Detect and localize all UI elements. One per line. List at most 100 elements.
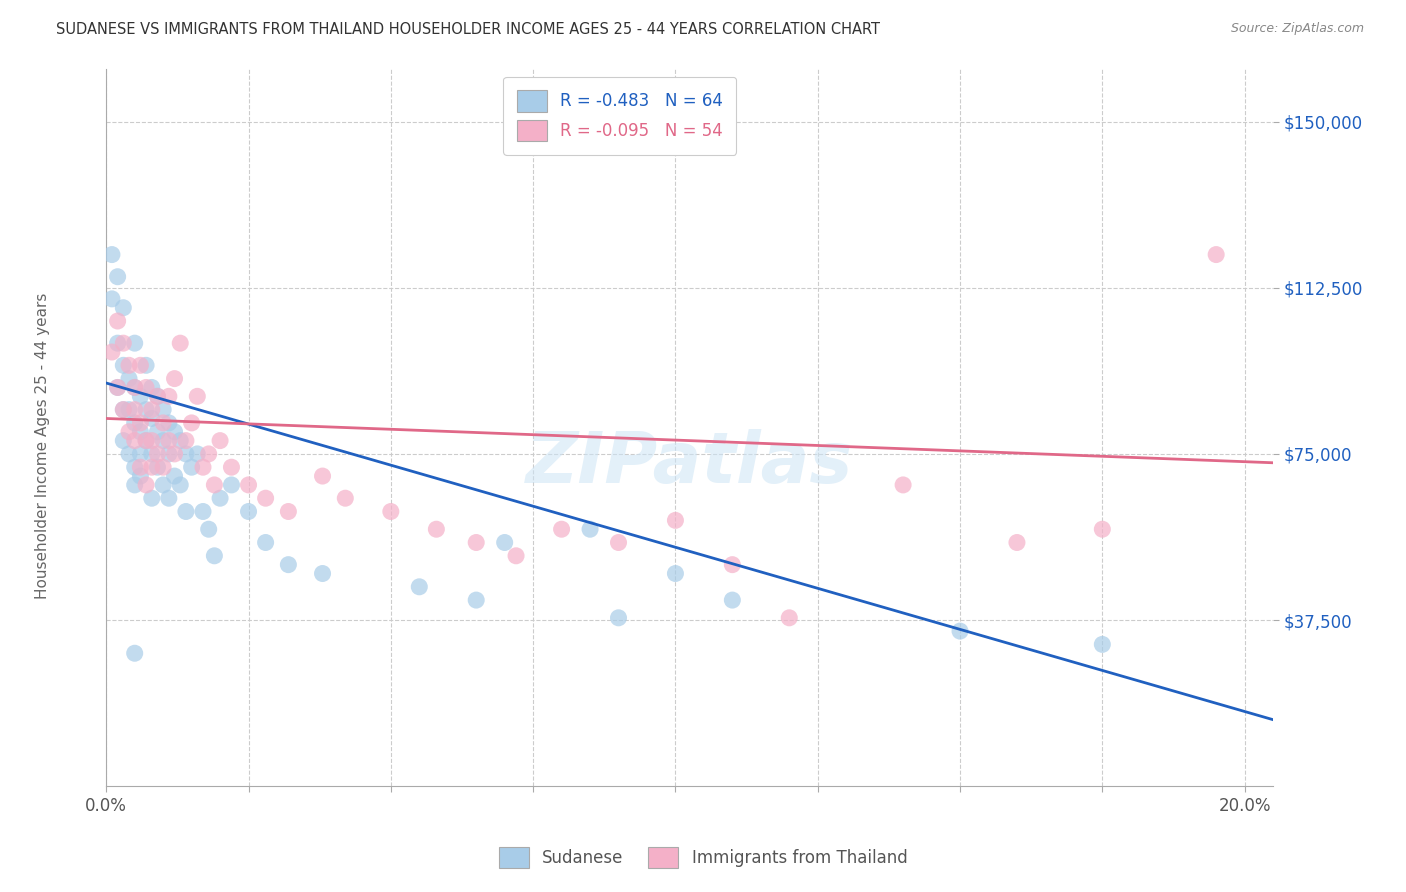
Point xyxy=(107,269,129,284)
Point xyxy=(891,478,914,492)
Point xyxy=(1091,637,1114,651)
Point xyxy=(238,478,260,492)
Point xyxy=(186,389,208,403)
Point xyxy=(157,416,180,430)
Point xyxy=(465,535,488,549)
Point xyxy=(135,402,157,417)
Point xyxy=(101,292,124,306)
Point xyxy=(107,380,129,394)
Point xyxy=(124,646,146,660)
Point xyxy=(152,416,174,430)
Point xyxy=(191,460,214,475)
Point xyxy=(141,411,163,425)
Point xyxy=(107,314,129,328)
Point xyxy=(550,522,572,536)
Point xyxy=(202,478,225,492)
Point xyxy=(209,434,232,448)
Point xyxy=(579,522,602,536)
Point xyxy=(778,611,800,625)
Point xyxy=(146,447,169,461)
Point xyxy=(141,434,163,448)
Point xyxy=(112,434,135,448)
Point xyxy=(129,447,152,461)
Point xyxy=(465,593,488,607)
Point xyxy=(157,447,180,461)
Point xyxy=(152,460,174,475)
Point xyxy=(112,402,135,417)
Point xyxy=(408,580,430,594)
Point xyxy=(141,402,163,417)
Point xyxy=(118,402,141,417)
Point xyxy=(135,434,157,448)
Point xyxy=(141,380,163,394)
Point xyxy=(124,380,146,394)
Point xyxy=(129,469,152,483)
Point xyxy=(135,359,157,373)
Point xyxy=(129,416,152,430)
Point xyxy=(202,549,225,563)
Point xyxy=(209,491,232,506)
Point xyxy=(163,425,186,439)
Point xyxy=(157,434,180,448)
Point xyxy=(505,549,527,563)
Point xyxy=(169,478,191,492)
Point xyxy=(221,460,243,475)
Point xyxy=(124,380,146,394)
Point xyxy=(135,434,157,448)
Point xyxy=(174,447,197,461)
Point xyxy=(124,460,146,475)
Point xyxy=(129,425,152,439)
Point xyxy=(112,359,135,373)
Point xyxy=(146,389,169,403)
Point xyxy=(107,336,129,351)
Point xyxy=(1205,247,1227,261)
Point xyxy=(180,460,202,475)
Point xyxy=(118,447,141,461)
Point xyxy=(311,566,333,581)
Point xyxy=(607,535,630,549)
Point xyxy=(152,478,174,492)
Point xyxy=(141,460,163,475)
Point xyxy=(124,416,146,430)
Point xyxy=(425,522,447,536)
Point xyxy=(721,593,744,607)
Point xyxy=(146,460,169,475)
Point xyxy=(163,371,186,385)
Point xyxy=(254,535,277,549)
Point xyxy=(174,434,197,448)
Point xyxy=(1005,535,1028,549)
Text: SUDANESE VS IMMIGRANTS FROM THAILAND HOUSEHOLDER INCOME AGES 25 - 44 YEARS CORRE: SUDANESE VS IMMIGRANTS FROM THAILAND HOU… xyxy=(56,22,880,37)
Point xyxy=(180,416,202,430)
Point xyxy=(112,301,135,315)
Point xyxy=(135,380,157,394)
Point xyxy=(169,434,191,448)
Point xyxy=(607,611,630,625)
Point xyxy=(186,447,208,461)
Point xyxy=(191,504,214,518)
Point xyxy=(107,380,129,394)
Point xyxy=(112,402,135,417)
Point xyxy=(141,491,163,506)
Point xyxy=(494,535,516,549)
Point xyxy=(118,371,141,385)
Point xyxy=(311,469,333,483)
Point xyxy=(129,389,152,403)
Point xyxy=(221,478,243,492)
Legend: Sudanese, Immigrants from Thailand: Sudanese, Immigrants from Thailand xyxy=(492,840,914,875)
Point xyxy=(664,513,686,527)
Point xyxy=(949,624,972,639)
Point xyxy=(1091,522,1114,536)
Point xyxy=(169,336,191,351)
Point xyxy=(157,491,180,506)
Text: Source: ZipAtlas.com: Source: ZipAtlas.com xyxy=(1230,22,1364,36)
Text: ZIPatlas: ZIPatlas xyxy=(526,429,853,498)
Point xyxy=(124,336,146,351)
Point xyxy=(277,558,299,572)
Point xyxy=(197,522,219,536)
Point xyxy=(101,345,124,359)
Point xyxy=(254,491,277,506)
Point xyxy=(174,504,197,518)
Point xyxy=(157,389,180,403)
Point xyxy=(163,447,186,461)
Point xyxy=(129,460,152,475)
